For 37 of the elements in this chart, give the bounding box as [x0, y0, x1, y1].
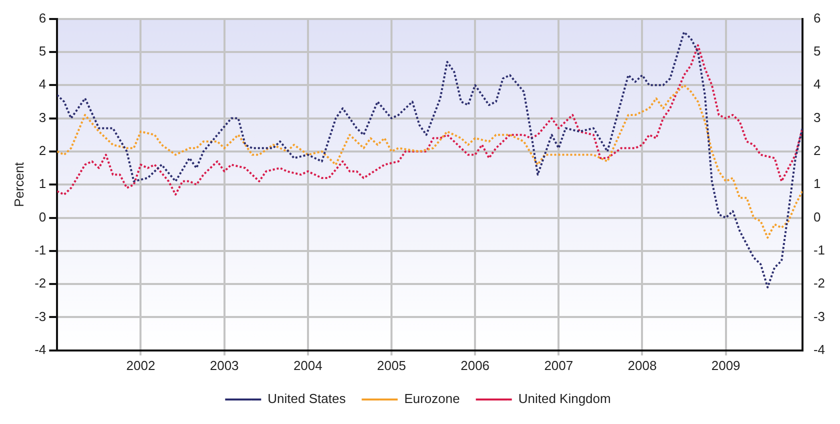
y-tick-label: 6: [38, 10, 46, 26]
y-tick-label: -3: [34, 308, 46, 324]
legend-label: United States: [268, 391, 346, 406]
y-tick-label: -4: [34, 342, 46, 357]
y2-tick-label: -4: [813, 342, 826, 357]
y2-tick-label: -1: [813, 242, 826, 258]
x-tick-label: 2002: [126, 358, 156, 373]
x-tick-label: 2004: [293, 358, 322, 373]
y2-tick-label: 6: [813, 10, 821, 26]
y-tick-label: -1: [34, 242, 46, 258]
y2-tick-label: 4: [813, 76, 821, 92]
x-tick-label: 2007: [544, 358, 574, 373]
line-series: [57, 44, 802, 196]
y-tick-label: 1: [38, 176, 46, 192]
legend-label: Eurozone: [404, 391, 460, 406]
x-tick-label: 2009: [711, 358, 740, 373]
y-tick-label: -2: [34, 276, 46, 291]
y-axis-title: Percent: [11, 162, 26, 208]
y2-tick-label: -2: [813, 276, 826, 291]
y2-tick-label: -3: [813, 308, 826, 324]
y-tick-label: 0: [38, 209, 46, 224]
x-tick-label: 2006: [460, 358, 490, 373]
y-tick-label: 5: [38, 44, 46, 59]
x-tick-label: 2003: [210, 358, 239, 373]
y2-tick-label: 1: [813, 176, 821, 192]
line-series: [57, 84, 802, 239]
y2-tick-label: 0: [813, 209, 821, 224]
y-tick-label: 4: [38, 76, 46, 92]
y2-tick-label: 3: [813, 110, 821, 125]
line-series: [57, 31, 802, 288]
x-tick-label: 2005: [377, 358, 406, 373]
y-tick-label: 3: [38, 110, 46, 125]
y-tick-label: 2: [38, 143, 46, 158]
y2-tick-label: 2: [813, 143, 821, 158]
x-tick-label: 2008: [628, 358, 657, 373]
y2-tick-label: 5: [813, 44, 821, 59]
legend-label: United Kingdom: [518, 391, 611, 406]
